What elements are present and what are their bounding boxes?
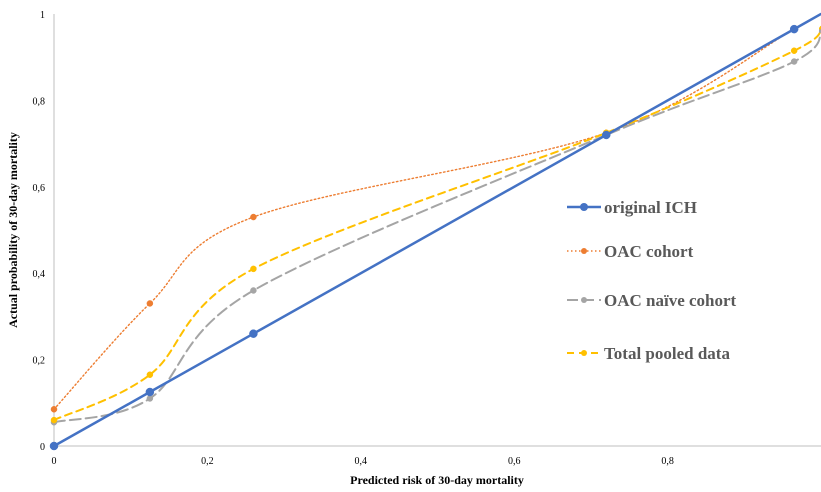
legend-swatch-marker	[581, 248, 587, 254]
series-line-original-ich	[52, 12, 821, 448]
y-tick-labels: 0 0,2 0,4 0,6 0,8 1	[33, 10, 46, 453]
x-tick-label: 0,2	[201, 456, 214, 467]
legend-label: OAC cohort	[604, 242, 694, 261]
legend-swatch-marker	[581, 297, 587, 303]
data-point-total-pooled-data	[790, 47, 798, 54]
data-point-oac-cohort	[250, 213, 257, 221]
legend-swatch-marker	[581, 350, 587, 356]
y-tick-label: 0,2	[33, 356, 46, 367]
y-tick-label: 1	[40, 10, 45, 21]
x-tick-labels: 0 0,2 0,4 0,6 0,8	[52, 456, 674, 467]
x-tick-label: 0,6	[508, 456, 521, 467]
data-point-original-ich	[601, 130, 611, 140]
series-lines	[52, 12, 821, 448]
y-axis-title: Actual probability of 30-day mortality	[6, 132, 20, 328]
data-point-total-pooled-data	[250, 265, 257, 273]
legend-item-oac-cohort: OAC cohort	[567, 242, 694, 261]
x-tick-label: 0,4	[355, 456, 368, 467]
axes	[53, 14, 821, 447]
data-point-total-pooled-data	[50, 416, 58, 424]
data-point-oac-cohort	[146, 300, 154, 307]
data-point-oac-na-ve-cohort	[790, 58, 798, 65]
y-tick-label: 0,4	[33, 269, 46, 280]
x-tick-label: 0	[52, 456, 57, 467]
legend-swatch-marker	[580, 203, 588, 211]
series-markers	[49, 24, 799, 451]
legend-item-total-pooled-data: Total pooled data	[567, 344, 730, 363]
legend-item-original-ich: original ICH	[567, 198, 697, 217]
y-tick-label: 0	[40, 442, 45, 453]
data-point-original-ich	[789, 24, 799, 34]
data-point-original-ich	[145, 387, 155, 397]
legend-label: OAC naïve cohort	[604, 291, 737, 310]
x-tick-label: 0,8	[661, 456, 674, 467]
data-point-oac-na-ve-cohort	[250, 287, 257, 294]
y-tick-label: 0,8	[33, 96, 46, 107]
data-point-total-pooled-data	[146, 371, 154, 378]
data-point-original-ich	[49, 441, 59, 451]
legend-label: Total pooled data	[604, 344, 730, 363]
data-point-original-ich	[249, 329, 258, 338]
y-tick-label: 0,6	[33, 183, 46, 194]
legend: original ICH OAC cohort OAC naïve cohort To…	[567, 198, 737, 363]
x-axis-title: Predicted risk of 30-day mortality	[350, 473, 524, 487]
legend-label: original ICH	[604, 198, 697, 217]
legend-item-oac-na-ve-cohort: OAC naïve cohort	[567, 291, 737, 310]
data-point-oac-na-ve-cohort	[146, 395, 154, 402]
data-point-oac-cohort	[50, 406, 58, 413]
